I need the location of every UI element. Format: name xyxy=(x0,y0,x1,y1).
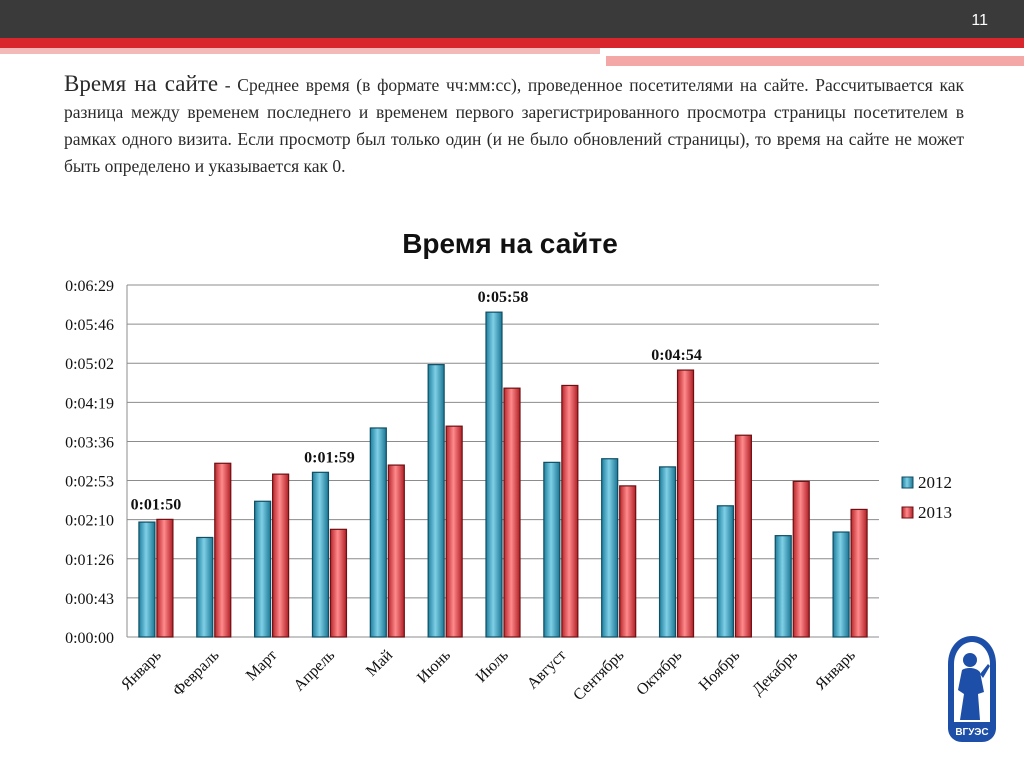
bar-2012-3 xyxy=(311,471,330,638)
bar-2013-8 xyxy=(619,485,637,638)
bar-2012-5 xyxy=(427,364,445,638)
x-tick-label: Апрель xyxy=(291,647,339,695)
bar-2012-0 xyxy=(138,521,156,638)
top-bar xyxy=(0,0,1024,38)
bar-2012-9 xyxy=(658,466,677,638)
chart-title: Время на сайте xyxy=(402,228,618,259)
legend-swatch-2012 xyxy=(901,476,914,489)
y-tick-label: 0:04:19 xyxy=(65,395,114,412)
university-logo: ВГУЭС xyxy=(946,634,998,744)
bar-2013-4 xyxy=(387,464,405,638)
x-tick-label: Август xyxy=(524,647,570,693)
bar-2012-2 xyxy=(254,500,272,638)
x-tick-label: Ноябрь xyxy=(696,647,743,694)
bar-2013-1 xyxy=(214,462,232,638)
description-text: Время на сайте - Среднее время (в формат… xyxy=(64,70,964,180)
data-label: 0:04:54 xyxy=(651,347,702,364)
bar-2013-9 xyxy=(676,369,695,638)
legend-label-2013: 2013 xyxy=(918,503,952,522)
y-tick-label: 0:02:53 xyxy=(65,474,114,491)
bar-2012-6 xyxy=(485,311,503,638)
data-label: 0:01:50 xyxy=(131,496,182,513)
bar-2012-10 xyxy=(716,505,734,638)
bar-2013-12 xyxy=(850,508,868,638)
y-tick-label: 0:05:46 xyxy=(65,317,114,334)
y-tick-label: 0:02:10 xyxy=(65,513,114,530)
bar-2013-0 xyxy=(156,518,174,638)
bar-2013-3 xyxy=(329,528,348,638)
description-term: Время на сайте xyxy=(64,71,219,96)
x-tick-label: Май xyxy=(363,646,396,679)
bar-2013-5 xyxy=(445,425,463,638)
bar-2012-11 xyxy=(774,535,792,638)
accent-band xyxy=(0,38,1024,48)
x-tick-label: Декабрь xyxy=(749,647,801,699)
y-tick-label: 0:03:36 xyxy=(65,434,114,451)
data-label: 0:01:59 xyxy=(304,449,355,466)
slide-number: 11 xyxy=(971,12,988,29)
bar-2012-8 xyxy=(601,458,619,638)
logo-text: ВГУЭС xyxy=(955,727,988,738)
x-tick-label: Июнь xyxy=(414,647,454,687)
legend-label-2012: 2012 xyxy=(918,473,952,492)
bar-2012-1 xyxy=(196,536,214,638)
y-tick-label: 0:00:43 xyxy=(65,591,114,608)
x-tick-label: Март xyxy=(243,647,281,685)
x-tick-label: Январь xyxy=(118,647,165,694)
x-tick-label: Январь xyxy=(812,647,859,694)
bar-2012-4 xyxy=(369,427,387,638)
y-tick-label: 0:01:26 xyxy=(65,552,114,569)
bar-2012-7 xyxy=(543,461,561,638)
data-label: 0:05:58 xyxy=(478,289,529,306)
bar-2013-2 xyxy=(272,473,290,638)
bar-2012-12 xyxy=(832,531,850,638)
x-tick-label: Июль xyxy=(473,647,512,686)
x-tick-label: Февраль xyxy=(170,647,223,700)
y-tick-label: 0:06:29 xyxy=(65,278,114,295)
description-body: - Среднее время (в формате чч:мм:сс), пр… xyxy=(64,75,964,176)
bar-2013-11 xyxy=(792,480,810,638)
x-tick-label: Октябрь xyxy=(633,647,685,699)
bar-2013-6 xyxy=(503,387,521,638)
x-tick-label: Сентябрь xyxy=(570,647,627,704)
y-tick-label: 0:00:00 xyxy=(65,630,114,647)
accent-stripe-right xyxy=(606,56,1024,66)
legend-swatch-2013 xyxy=(901,506,914,519)
bar-2013-7 xyxy=(561,384,579,638)
accent-stripe-left xyxy=(0,48,600,54)
bar-2013-10 xyxy=(734,434,752,638)
y-tick-label: 0:05:02 xyxy=(65,356,114,373)
